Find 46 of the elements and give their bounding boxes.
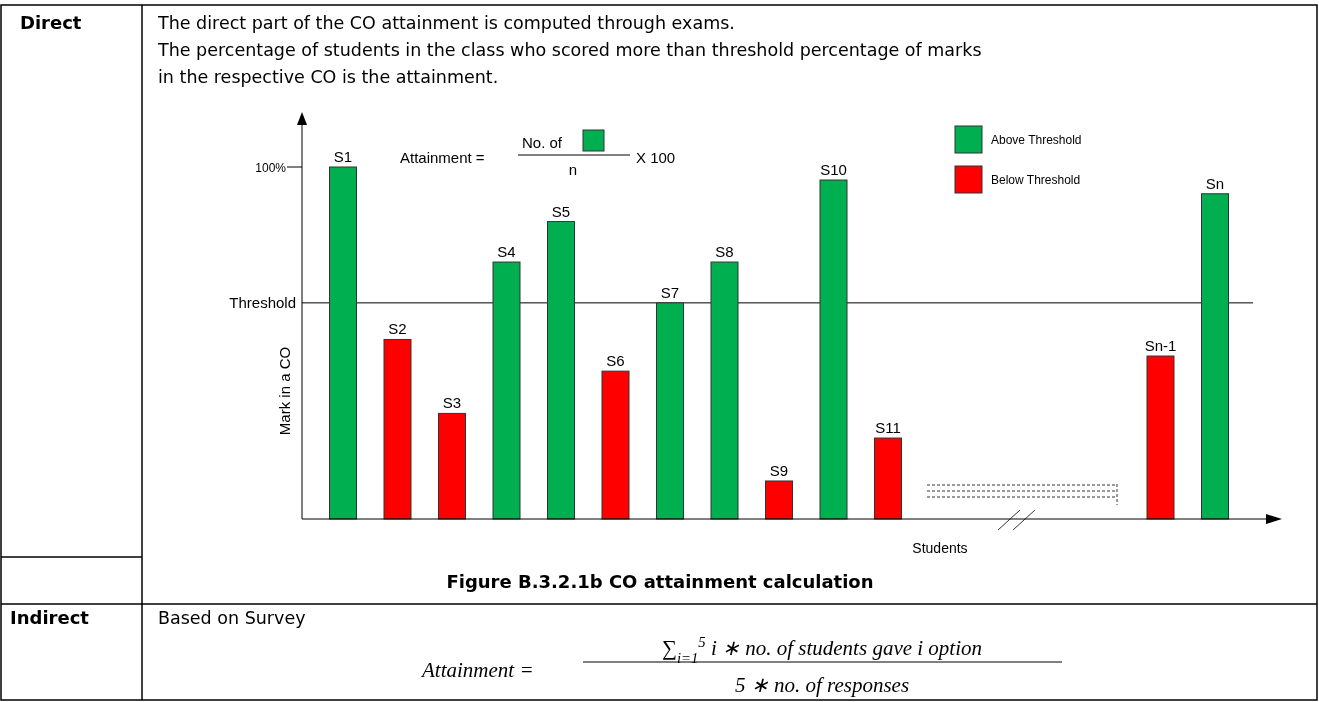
x-tick-label: S2 (388, 320, 407, 338)
x-tick-label: S8 (715, 243, 734, 261)
bar (492, 261, 521, 520)
x-tick-label: Sn (1205, 174, 1225, 192)
bar (710, 261, 739, 520)
text: Attainment = (420, 658, 534, 682)
text: Based on Survey (158, 608, 306, 628)
bar (547, 221, 575, 520)
bar (1201, 193, 1229, 520)
x-axis-title: Students (912, 540, 968, 556)
x-tick-label: S6 (606, 352, 625, 370)
ref-line-label: Threshold (229, 293, 296, 311)
text: The direct part of the CO attainment is computed through exams. (157, 13, 735, 33)
text: X 100 (636, 149, 676, 166)
text: No. of (522, 134, 563, 151)
x-tick-label: S1 (333, 148, 353, 165)
text: The percentage of students in the class who scored more than threshold percentage of marks (157, 40, 982, 60)
legend-label: Above Threshold (991, 133, 1082, 147)
text: Indirect (10, 607, 90, 628)
legend-label: Below Threshold (991, 173, 1081, 187)
x-tick-label: S3 (442, 394, 462, 412)
text: ∑$_{i=1}$$^{5}$ i ∗ no. of students gave i option (661, 634, 983, 666)
bar (656, 302, 684, 520)
text: Direct (20, 12, 82, 33)
x-tick-label: S4 (497, 243, 516, 261)
bar (874, 437, 902, 520)
text: Figure B.3.2.1b CO attainment calculation (446, 571, 874, 592)
x-tick-label: S10 (820, 161, 847, 179)
bar (383, 338, 412, 520)
annotation: n (568, 161, 578, 178)
bar (1146, 355, 1175, 520)
bar (819, 179, 848, 520)
bar (438, 412, 466, 520)
bar (329, 166, 357, 520)
x-tick-label: S5 (551, 202, 571, 220)
bar (601, 370, 630, 520)
x-tick-label: Sn-1 (1144, 337, 1177, 355)
x-tick-label: S7 (660, 283, 680, 301)
text: Attainment = (400, 149, 485, 166)
x-tick-label: S9 (769, 461, 789, 479)
text: 100% (255, 161, 287, 175)
y-axis-title: Mark in a CO (276, 346, 293, 436)
text: 5 ∗ no. of responses (734, 673, 910, 697)
text: in the respective CO is the attainment. (158, 67, 499, 87)
bar (765, 480, 793, 520)
x-tick-label: S11 (875, 419, 901, 437)
